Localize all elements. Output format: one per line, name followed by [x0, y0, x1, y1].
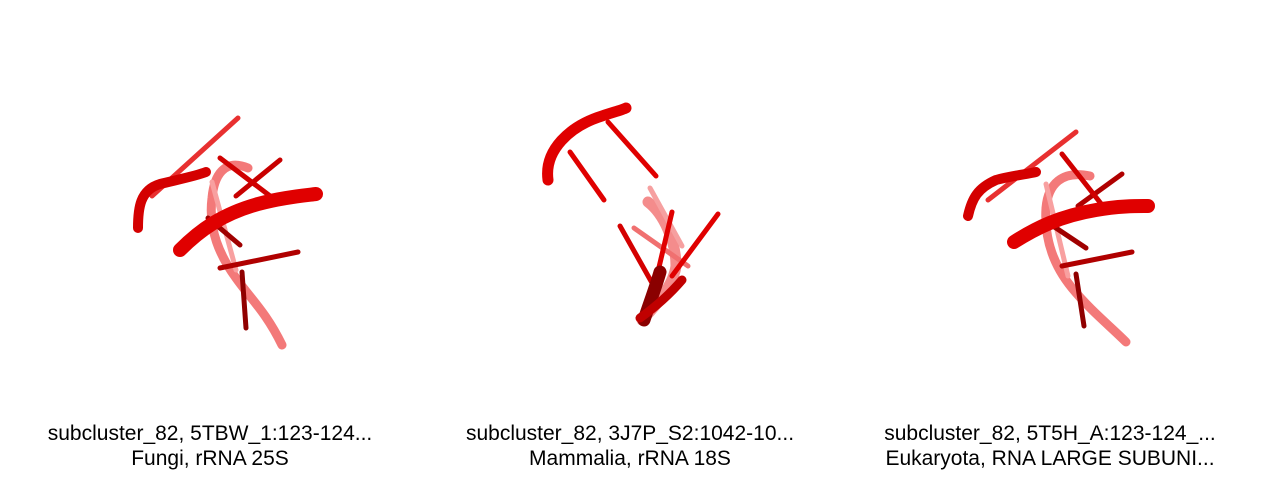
panel-caption-3: subcluster_82, 5T5H_A:123-124_... Eukary… [840, 421, 1260, 471]
rna-structure-3 [963, 129, 1155, 347]
rna-structure-2 [542, 102, 721, 327]
caption-line-1: subcluster_82, 5TBW_1:123-124... [47, 422, 373, 445]
caption-line-2: Fungi, rRNA 25S [131, 447, 289, 470]
panel-caption-1: subcluster_82, 5TBW_1:123-124... Fungi, … [0, 421, 420, 471]
structure-panel-3: subcluster_82, 5T5H_A:123-124_... Eukary… [840, 0, 1260, 480]
structure-panel-1: subcluster_82, 5TBW_1:123-124... Fungi, … [0, 0, 420, 480]
caption-line-2: Eukaryota, RNA LARGE SUBUNI... [885, 447, 1215, 470]
structure-panel-2: subcluster_82, 3J7P_S2:1042-10... Mammal… [420, 0, 840, 480]
caption-line-2: Mammalia, rRNA 18S [529, 447, 731, 470]
panel-caption-2: subcluster_82, 3J7P_S2:1042-10... Mammal… [420, 421, 840, 471]
rna-structure-1 [133, 115, 323, 350]
caption-line-1: subcluster_82, 5T5H_A:123-124_... [884, 422, 1216, 445]
caption-line-1: subcluster_82, 3J7P_S2:1042-10... [465, 422, 795, 445]
